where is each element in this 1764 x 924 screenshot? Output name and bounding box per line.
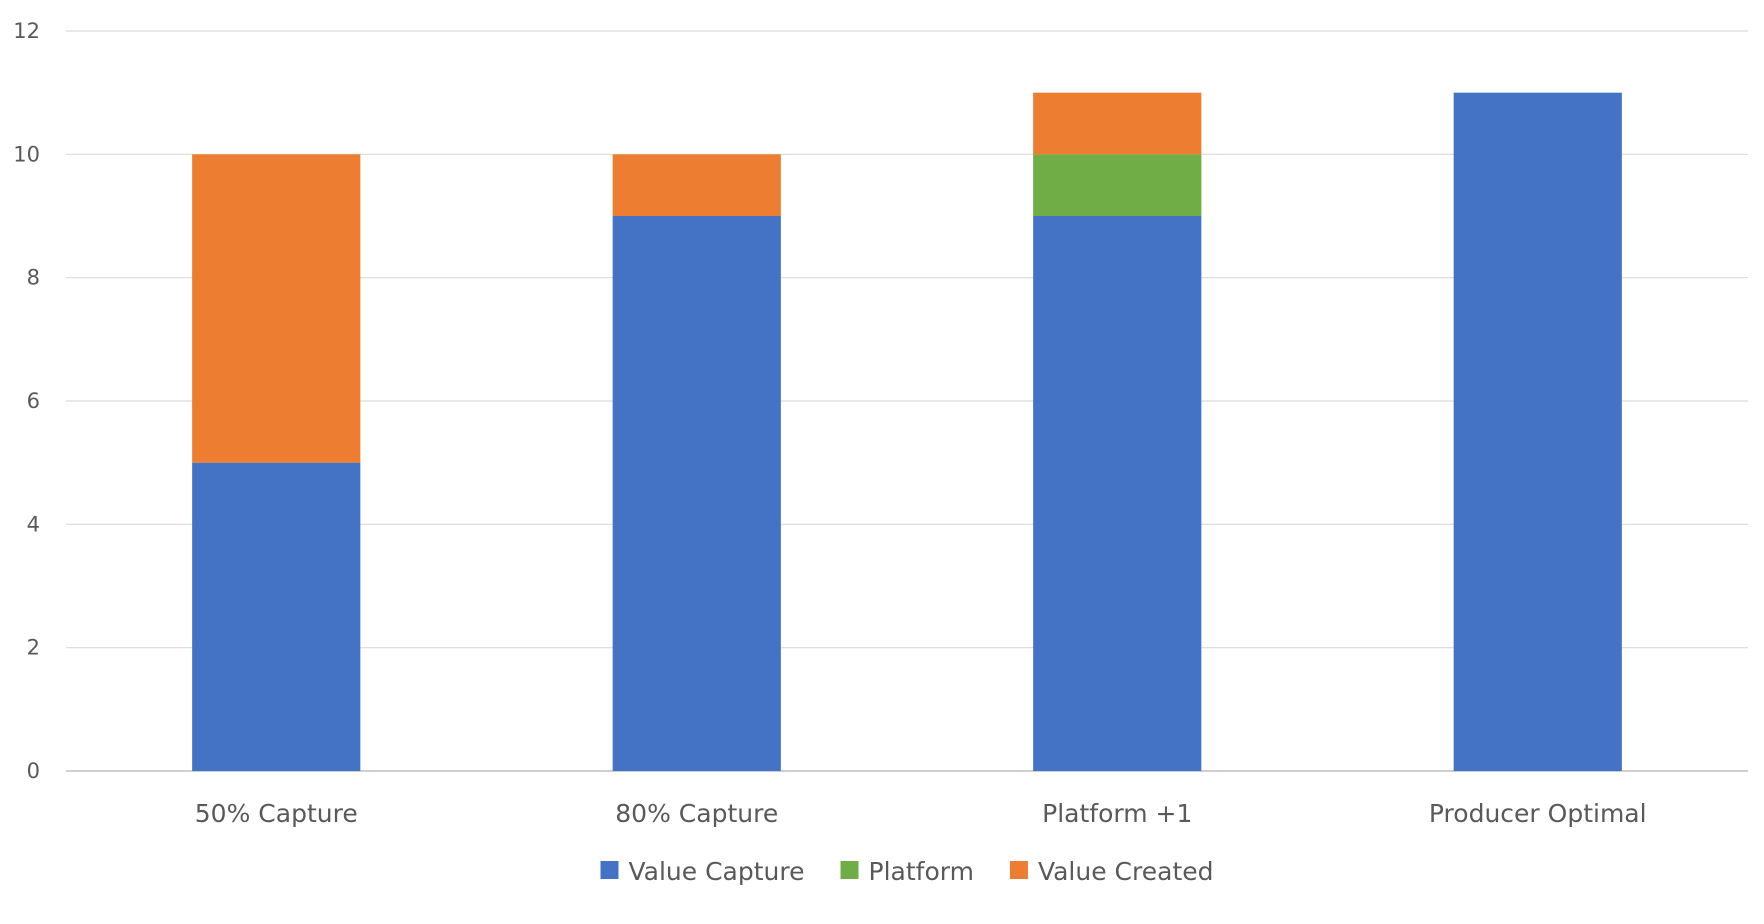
bar-segment — [612, 216, 781, 771]
bar-segment — [1033, 92, 1202, 155]
x-category-label: 50% Capture — [195, 799, 358, 828]
x-category-label: Producer Optimal — [1429, 799, 1647, 828]
y-tick-label: 12 — [13, 19, 40, 43]
bar-segment — [192, 462, 361, 771]
x-category-label: Platform +1 — [1042, 799, 1192, 828]
bars — [192, 92, 1622, 771]
legend-swatch — [1009, 861, 1028, 879]
bar-segment — [1453, 92, 1622, 771]
y-tick-label: 10 — [13, 142, 40, 166]
legend-label: Value Created — [1038, 857, 1214, 886]
x-category-label: 80% Capture — [615, 799, 778, 828]
y-tick-label: 2 — [27, 636, 40, 660]
y-tick-label: 4 — [27, 512, 40, 536]
y-tick-label: 8 — [27, 266, 40, 290]
x-axis-categories: 50% Capture 80% Capture Platform +1 Produce… — [195, 799, 1647, 828]
legend-swatch — [600, 861, 619, 879]
legend: Value Capture Platform Value Created — [600, 857, 1214, 886]
legend-swatch — [840, 861, 859, 879]
legend-label: Value Capture — [629, 857, 805, 886]
legend-label: Platform — [869, 857, 974, 886]
y-tick-label: 6 — [27, 389, 40, 413]
y-tick-label: 0 — [27, 759, 40, 783]
bar-segment — [1033, 154, 1202, 216]
bar-segment — [192, 154, 361, 463]
bar-segment — [612, 154, 781, 216]
y-axis-ticks: 0 2 4 6 8 10 12 — [13, 19, 40, 783]
bar-segment — [1033, 216, 1202, 771]
